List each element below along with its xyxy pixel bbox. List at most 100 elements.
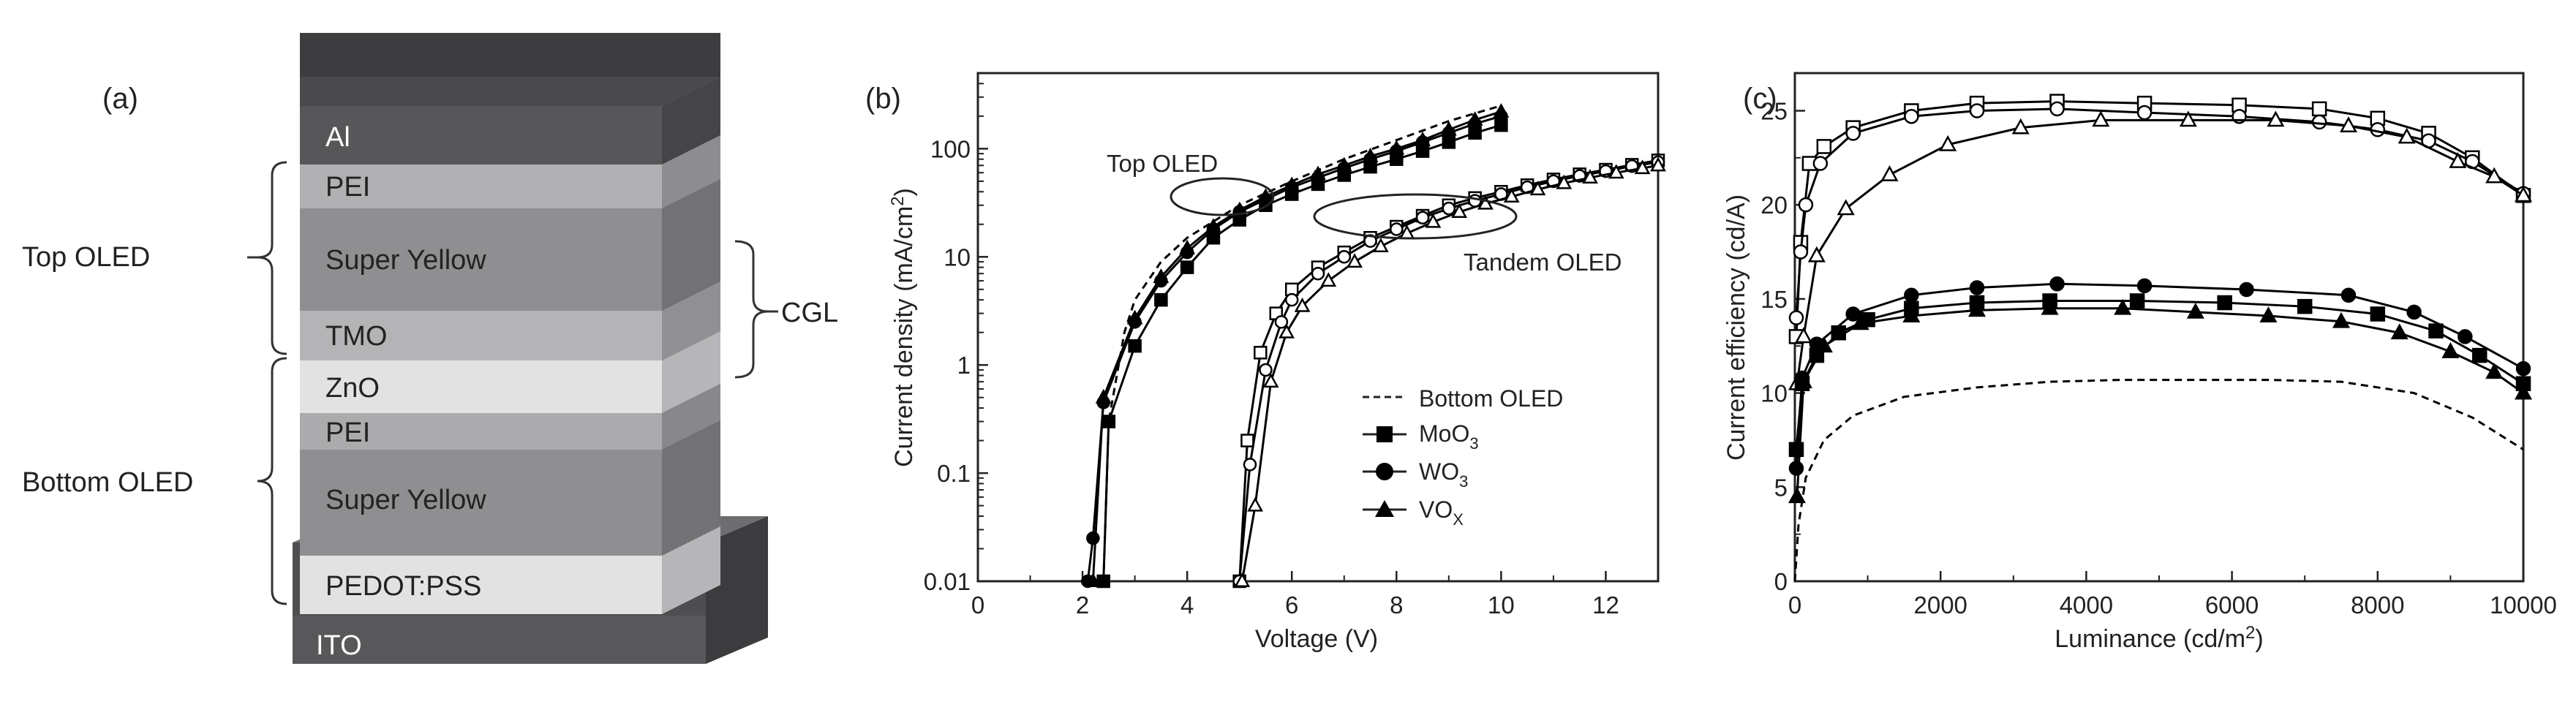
side-pei-top [662, 135, 720, 208]
layer-label-tmo: TMO [325, 321, 387, 352]
data-point-c [2311, 101, 2327, 117]
data-point-c [1837, 199, 1855, 216]
data-point-b [1278, 323, 1295, 339]
side-sy-bottom [662, 420, 720, 556]
data-point-b [1179, 239, 1196, 254]
data-point-c [2370, 306, 2386, 322]
label-top-oled: Top OLED [22, 242, 150, 273]
y-tick-label-b: 1 [957, 352, 971, 379]
data-point-b [1556, 174, 1573, 189]
layer-label-zno: ZnO [325, 373, 380, 404]
substrate-right-face [706, 516, 768, 664]
data-point-c [1807, 246, 1826, 262]
data-point-c [2485, 363, 2504, 379]
legend-label-vox: VOX [1419, 496, 1464, 529]
series-line-c [1796, 118, 2524, 384]
x-axis-title-c: Luminance (cd/m2) [2055, 623, 2263, 653]
data-point-c [1969, 103, 1985, 118]
data-point-c [1851, 314, 1869, 330]
legend-label-moo3: MoO3 [1419, 420, 1479, 453]
legend-marker-moo3 [1376, 426, 1393, 442]
annotation-ellipse-top [1170, 177, 1275, 216]
x-tick-label-c: 2000 [1913, 591, 1967, 619]
data-point-c [2049, 101, 2065, 117]
data-point-c [1902, 306, 1921, 322]
data-point-c [2179, 110, 2197, 127]
annotation-top-oled: Top OLED [1107, 150, 1218, 177]
data-point-b [1442, 201, 1456, 216]
layer-label-pei-top: PEI [325, 172, 370, 203]
data-point-c [2239, 281, 2254, 298]
data-point-b [1529, 181, 1546, 196]
data-point-c [1793, 244, 1809, 260]
side-sy-top [662, 179, 720, 311]
x-tick-label-b: 8 [1390, 591, 1403, 619]
layer-pedot-pss [300, 556, 662, 614]
y-axis-title-c: Current efficiency (cd/A) [1722, 194, 1750, 461]
x-axis-title-b: Voltage (V) [1255, 625, 1378, 653]
data-point-c [2092, 110, 2110, 127]
data-point-c [2049, 276, 2065, 292]
data-point-c [2340, 287, 2357, 303]
y-tick-label-c: 5 [1774, 474, 1788, 501]
data-point-b [1336, 156, 1352, 172]
layer-label-pei-bottom: PEI [325, 417, 370, 448]
side-pei-bottom [662, 384, 720, 450]
plot-frame-b [976, 72, 1660, 583]
panel-b-jv-chart: (b) 0 2 4 6 8 10 12 0.01 0.1 1 10 100 Voltage (V) C… [865, 72, 1666, 653]
x-tick-label-c: 4000 [2060, 591, 2113, 619]
data-point-c [1798, 197, 1814, 213]
series-line-c [1793, 379, 2524, 582]
series-c [1788, 94, 2533, 582]
side-zno [662, 331, 720, 413]
data-point-b [1362, 148, 1379, 162]
data-point-b [1493, 102, 1510, 118]
data-point-b [1425, 213, 1442, 228]
x-tick-label-b: 12 [1592, 591, 1619, 619]
panel-c-efficiency-chart: (c) 0 2000 4000 6000 8000 10000 0 5 10 15 20 25 Lum… [1722, 72, 2557, 653]
data-point-b [1240, 434, 1254, 447]
x-tick-label-c: 6000 [2205, 591, 2259, 619]
data-point-b [1262, 373, 1279, 388]
y-axis-title-b: Current density (mA/cm2) [888, 188, 918, 467]
data-point-b [1128, 339, 1142, 353]
data-point-b [1415, 131, 1431, 146]
data-point-b [1388, 140, 1405, 155]
data-point-b [1259, 363, 1273, 377]
data-point-c [2311, 114, 2327, 130]
data-point-c [2390, 323, 2409, 340]
series-b [1080, 102, 1666, 589]
annotation-tandem-oled: Tandem OLED [1464, 249, 1622, 276]
data-point-b [1234, 572, 1251, 588]
data-point-b [1085, 572, 1101, 588]
data-point-b [1205, 218, 1221, 233]
x-tick-label-b: 6 [1285, 591, 1298, 619]
panel-a-device-stack: (a) ITO [22, 33, 838, 664]
data-point-c [2136, 105, 2153, 121]
layer-label-pedot-pss: PEDOT:PSS [325, 571, 481, 602]
data-point-b [1477, 194, 1494, 210]
x-tick-label-c: 0 [1788, 591, 1801, 619]
data-point-b [1294, 297, 1311, 312]
layer-label-al: Al [325, 122, 350, 153]
legend-label-wo3: WO3 [1419, 458, 1468, 491]
data-point-c [2514, 383, 2533, 400]
data-point-c [1816, 139, 1832, 154]
series-line-c [1795, 299, 2524, 450]
legend-marker-vox [1375, 500, 1394, 517]
data-point-b [1390, 222, 1404, 236]
plot-frame-c [1793, 72, 2525, 583]
data-point-c [1904, 108, 1919, 124]
panel-b-label: (b) [865, 83, 901, 115]
legend-label-bottom-oled: Bottom OLED [1419, 385, 1563, 412]
data-point-c [2259, 306, 2278, 322]
x-tick-label-b: 2 [1076, 591, 1089, 619]
data-point-c [2514, 186, 2533, 203]
data-point-b [1180, 260, 1194, 274]
y-tick-label-c: 0 [1774, 568, 1788, 595]
data-point-b [1337, 250, 1352, 264]
data-point-c [2267, 110, 2285, 127]
data-point-c [2441, 342, 2460, 358]
data-point-c [2398, 127, 2416, 144]
